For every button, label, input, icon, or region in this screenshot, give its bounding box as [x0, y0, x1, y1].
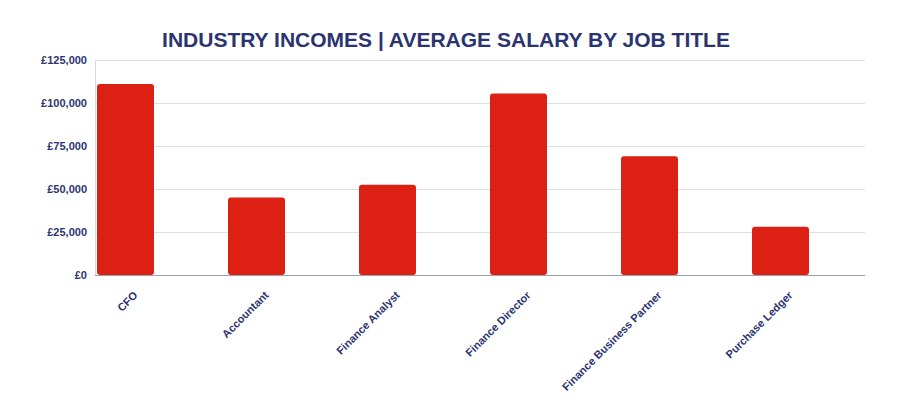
bar	[359, 185, 416, 275]
y-tick-label: £100,000	[41, 97, 87, 109]
y-tick: £25,000	[47, 226, 865, 238]
y-tick: £100,000	[41, 97, 865, 109]
y-axis-line	[95, 61, 96, 276]
title: INDUSTRY INCOMES | AVERAGE SALARY BY JOB…	[162, 28, 730, 51]
y-tick: £75,000	[47, 140, 865, 152]
bars	[97, 84, 809, 275]
x-tick: Finance Analyst	[334, 289, 402, 357]
x-tick-label: CFO	[115, 288, 140, 313]
grid-line	[95, 232, 865, 233]
grid-line	[95, 146, 865, 147]
bar	[97, 84, 154, 275]
grid-line	[95, 189, 865, 190]
y-axis: £0 £25,000 £50,000 £75,000 £100,000 £125,000	[41, 54, 865, 281]
y-tick-label: £125,000	[41, 54, 87, 66]
x-tick: Accountant	[219, 289, 271, 341]
bar	[228, 198, 285, 275]
x-tick-label: Finance Business Partner	[560, 288, 665, 393]
y-tick: £50,000	[47, 183, 865, 195]
x-axis: CFO Accountant Finance Analyst Finance Dire…	[115, 288, 795, 393]
chart: INDUSTRY INCOMES | AVERAGE SALARY BY JOB…	[0, 0, 900, 400]
grid-line	[95, 60, 865, 61]
grid-line	[95, 275, 865, 276]
bar	[621, 156, 678, 275]
bar	[490, 94, 547, 275]
grid-line	[95, 103, 865, 104]
x-tick: Purchase Ledger	[723, 288, 795, 360]
x-tick-label: Accountant	[219, 289, 271, 341]
y-tick-label: £75,000	[47, 140, 87, 152]
x-tick: CFO	[115, 288, 140, 313]
x-tick-label: Finance Analyst	[334, 289, 402, 357]
x-tick-label: Finance Director	[463, 288, 533, 358]
x-tick-label: Purchase Ledger	[723, 288, 795, 360]
x-tick: Finance Director	[463, 288, 533, 358]
y-tick-label: £0	[75, 269, 87, 281]
y-tick: £0	[75, 269, 865, 281]
y-tick-label: £25,000	[47, 226, 87, 238]
bar	[752, 227, 809, 275]
y-tick: £125,000	[41, 54, 865, 66]
y-tick-label: £50,000	[47, 183, 87, 195]
x-tick: Finance Business Partner	[560, 288, 665, 393]
